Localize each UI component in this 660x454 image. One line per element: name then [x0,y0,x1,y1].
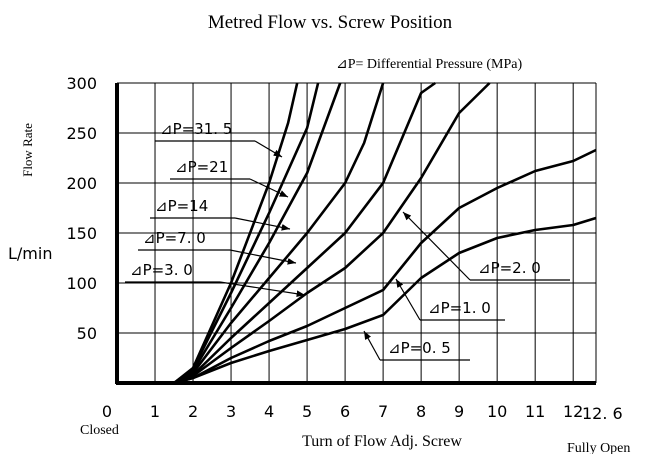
label-pointer [234,217,291,231]
series-label: ⊿P=7. 0 [143,229,206,247]
y-tick-label: 200 [66,174,97,193]
series-label: ⊿P=14 [155,197,208,215]
x-tick-label: 3 [226,402,236,421]
y-tick-label: 250 [66,124,97,143]
y-tick-label: 150 [66,224,97,243]
label-pointer [402,211,471,281]
x-tick-label: 7 [378,402,388,421]
x-end-label: Fully Open [567,441,630,454]
legend-title: ⊿P= Differential Pressure (MPa) [336,57,523,72]
label-pointer [219,281,306,298]
series-line [173,82,320,385]
series-line [173,82,342,385]
x-tick-label: 11 [525,402,545,421]
y-tick-label: 50 [77,324,97,343]
x-tick-label: 12 [563,402,583,421]
y-tick-label: 300 [66,74,97,93]
chart-title: Metred Flow vs. Screw Position [208,12,453,33]
series-line [173,148,597,385]
x-tick-label: 2 [188,402,198,421]
x-tick-label: 8 [416,402,426,421]
y-axis-unit: L/min [8,244,52,263]
x-tick-label: 0 [102,402,112,421]
label-pointer [395,278,421,321]
series-line [173,216,597,385]
label-pointer [254,140,283,158]
series-label: ⊿P=1. 0 [428,299,491,317]
x-tick-label: 10 [487,402,507,421]
label-pointer [363,330,381,361]
series-label: ⊿P=0. 5 [388,339,451,357]
series-label: ⊿P=2. 0 [478,259,541,277]
y-tick-label: 100 [66,274,97,293]
series-line [173,82,385,385]
x-start-label: Closed [80,423,119,438]
x-axis-label: Turn of Flow Adj. Screw [302,433,462,450]
x-tick-label: 1 [150,402,160,421]
series-label: ⊿P=21 [175,158,228,176]
series-line [173,81,436,385]
label-pointer [229,249,297,265]
x-tick-label: 9 [454,402,464,421]
label-pointer [249,178,289,198]
x-tick-label: 5 [302,402,312,421]
series-line [173,82,491,385]
series-label: ⊿P=3. 0 [130,261,193,279]
series-label: ⊿P=31. 5 [160,120,232,138]
y-axis-label: Flow Rate [20,123,35,177]
x-tick-label: 6 [340,402,350,421]
x-tick-label: 4 [264,402,274,421]
x-tick-label: 12. 6 [582,404,623,423]
